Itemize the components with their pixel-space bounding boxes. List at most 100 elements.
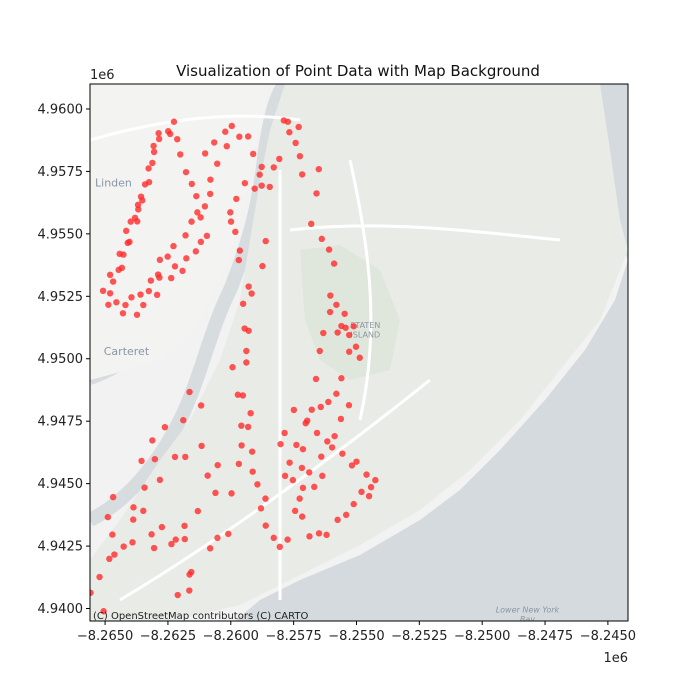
scatter-point [293,441,300,449]
scatter-point [212,489,219,497]
scatter-point [251,185,258,192]
scatter-point [338,375,345,382]
scatter-point [120,251,127,258]
scatter-point [227,218,235,225]
scatter-point [315,530,323,537]
scatter-point [131,214,139,222]
scatter-point [312,375,320,383]
scatter-point [193,192,200,200]
scatter-point [256,171,263,178]
scatter-point [170,118,178,125]
scatter-point [182,232,189,239]
scatter-point [367,483,375,491]
scatter-point [214,461,221,469]
scatter-point [177,151,184,158]
scatter-point [228,490,235,497]
scatter-point [276,155,283,163]
scatter-point [241,179,249,187]
scatter-point [106,271,114,279]
y-tick-label: 4.9600 [38,102,84,117]
scatter-point [352,343,360,350]
scatter-point [118,264,126,272]
scatter-point [179,267,186,275]
y-tick-label: 4.9500 [38,352,84,367]
scatter-point [134,201,142,209]
scatter-point [149,437,156,444]
scatter-point [318,235,325,243]
scatter-point [201,203,209,210]
scatter-point [308,220,315,228]
scatter-point [210,139,218,146]
x-tick-label: −8.2650 [77,629,133,644]
scatter-point [96,573,103,581]
scatter-point [137,193,145,200]
scatter-point [295,123,302,131]
scatter-point [128,294,135,301]
scatter-point [109,493,117,501]
scatter-point [214,160,221,167]
scatter-point [345,348,353,355]
scatter-point [122,301,129,309]
scatter-point [320,329,327,337]
scatter-point [316,347,323,355]
x-tick-label: −8.2525 [391,629,447,644]
scatter-point [138,457,145,465]
scatter-point [292,139,299,147]
scatter-point [257,505,265,512]
y-offset-label: 1e6 [90,68,115,83]
scatter-point [313,429,321,437]
map-place-label: ISLAND [350,331,380,340]
chart-title: Visualization of Point Data with Map Bac… [176,62,540,80]
scatter-point [155,130,162,137]
scatter-point [174,591,181,599]
scatter-point [333,390,340,397]
scatter-point [235,256,243,264]
scatter-point [192,248,200,255]
scatter-point [99,287,107,295]
scatter-point [262,237,269,245]
scatter-point [326,308,334,316]
map-water-bay [235,84,628,621]
scatter-point [229,364,236,371]
map-place-label: Carteret [104,345,150,358]
scatter-point [289,476,297,484]
scatter-point [214,534,221,542]
scatter-point [113,299,120,306]
scatter-point [106,555,113,563]
scatter-point [234,391,242,398]
scatter-point [350,323,357,330]
scatter-point [304,417,311,424]
scatter-point [156,476,164,484]
scatter-point [154,271,162,278]
scatter-point [254,481,261,488]
scatter-point [324,438,331,445]
scatter-point [164,128,172,135]
scatter-point [315,165,322,173]
x-tick-label: −8.2500 [454,629,510,644]
scatter-point [298,464,306,472]
scatter-point [194,209,201,216]
scatter-point [270,534,277,542]
scatter-point [150,544,158,552]
scatter-point [345,331,353,339]
scatter-point [203,232,211,240]
scatter-point [262,522,269,529]
y-tick-label: 4.9425 [38,540,84,555]
scatter-point [308,406,315,413]
scatter-point [197,214,204,221]
scatter-point [291,507,299,515]
scatter-point [317,403,324,411]
scatter-point [296,152,304,160]
scatter-point [241,325,248,332]
scatter-point [281,429,288,437]
scatter-point [171,453,179,461]
scatter-point [337,415,345,423]
scatter-point [286,459,293,466]
scatter-point [353,458,360,465]
x-offset-label: 1e6 [603,651,628,666]
scatter-point [299,445,307,453]
scatter-point [130,516,137,523]
scatter-point [181,535,188,543]
scatter-point [341,310,348,317]
